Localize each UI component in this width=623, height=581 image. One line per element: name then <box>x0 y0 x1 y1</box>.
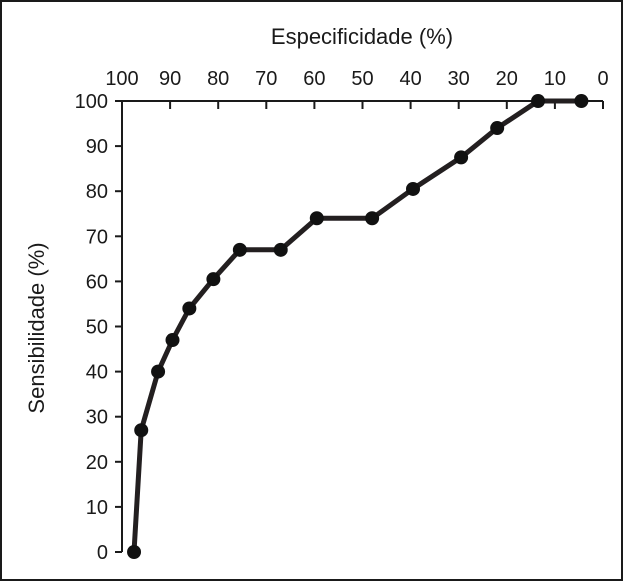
x-axis-title: Especificidade (%) <box>271 24 453 49</box>
x-tick-label: 90 <box>159 68 181 90</box>
data-point <box>574 94 589 108</box>
y-tick-label: 0 <box>97 542 108 564</box>
y-tick-label: 90 <box>86 136 108 158</box>
x-tick-label: 40 <box>399 68 421 90</box>
x-tick-label: 0 <box>597 68 608 90</box>
y-tick-label: 70 <box>86 226 108 248</box>
data-point <box>182 301 197 316</box>
series-line <box>131 98 582 553</box>
y-tick-label: 10 <box>86 497 108 519</box>
data-point <box>365 211 380 226</box>
x-tick-label: 50 <box>351 68 373 90</box>
x-tick-label: 30 <box>448 68 470 90</box>
y-tick-label: 60 <box>86 271 108 293</box>
x-tick-label: 70 <box>255 68 277 90</box>
data-point <box>406 181 421 196</box>
x-tick-label: 20 <box>496 68 518 90</box>
y-tick-label: 30 <box>86 407 108 429</box>
data-point <box>165 333 180 348</box>
y-axis-title: Sensibilidade (%) <box>24 242 49 413</box>
data-point <box>309 211 324 226</box>
y-tick-label: 50 <box>86 317 108 339</box>
data-point <box>206 272 221 287</box>
y-axis-ticks: 0 10 20 30 40 50 60 70 80 90 100 <box>75 91 122 564</box>
series-group <box>127 94 589 559</box>
x-tick-label: 80 <box>207 68 229 90</box>
x-axis-ticks: 100 90 80 70 60 50 40 30 20 10 0 <box>105 68 609 109</box>
y-tick-label: 80 <box>86 181 108 203</box>
y-tick-label: 20 <box>86 452 108 474</box>
y-tick-label: 100 <box>75 91 108 113</box>
axes <box>121 100 603 552</box>
y-tick-label: 40 <box>86 362 108 384</box>
data-point <box>151 364 166 379</box>
data-point <box>232 242 247 257</box>
data-point <box>531 94 546 108</box>
data-point <box>127 545 142 559</box>
data-point <box>490 121 505 136</box>
x-tick-label: 10 <box>544 68 566 90</box>
x-tick-label: 100 <box>105 68 138 90</box>
x-tick-label: 60 <box>303 68 325 90</box>
data-point <box>273 242 288 257</box>
data-point <box>134 423 149 438</box>
data-point <box>454 150 469 165</box>
